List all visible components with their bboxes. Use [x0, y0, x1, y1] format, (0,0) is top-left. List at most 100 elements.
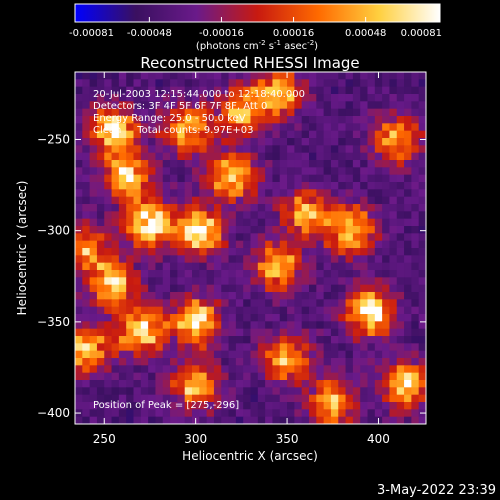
heatmap-cell — [118, 226, 127, 234]
heatmap-cell — [360, 314, 368, 322]
heatmap-cell — [404, 211, 412, 220]
heatmap-cell — [243, 336, 251, 344]
annotation-block: 20-Jul-2003 12:15:44.000 to 12:18:40.000… — [93, 89, 305, 136]
heatmap-cell — [279, 101, 288, 110]
heatmap-cell — [82, 372, 91, 381]
heatmap-cell — [155, 72, 164, 80]
heatmap-cell — [374, 358, 383, 366]
heatmap-cell — [96, 343, 105, 352]
heatmap-cell — [228, 101, 237, 110]
heatmap-cell — [411, 387, 420, 396]
heatmap-cell — [82, 94, 91, 102]
heatmap-cell — [323, 138, 332, 146]
heatmap-cell — [265, 182, 273, 190]
heatmap-cell — [155, 240, 164, 249]
heatmap-cell — [360, 196, 368, 205]
heatmap-cell — [257, 350, 266, 359]
heatmap-cell — [126, 233, 134, 242]
heatmap-cell — [374, 204, 383, 212]
heatmap-cell — [367, 248, 376, 256]
heatmap-cell — [126, 116, 134, 124]
heatmap-cell — [250, 372, 259, 381]
heatmap-cell — [206, 262, 215, 271]
heatmap-cell — [177, 145, 186, 154]
heatmap-cell — [257, 167, 266, 176]
heatmap-cell — [404, 116, 412, 124]
heatmap-cell — [360, 123, 368, 132]
heatmap-cell — [199, 372, 208, 381]
heatmap-cell — [235, 233, 244, 242]
heatmap-cell — [404, 94, 412, 102]
heatmap-cell — [323, 262, 332, 271]
heatmap-cell — [411, 94, 420, 102]
heatmap-cell — [170, 380, 178, 388]
heatmap-cell — [411, 218, 420, 227]
heatmap-cell — [389, 248, 398, 256]
heatmap-cell — [323, 233, 332, 242]
heatmap-cell — [418, 328, 426, 337]
heatmap-cell — [89, 86, 98, 95]
heatmap-cell — [148, 94, 156, 102]
heatmap-cell — [111, 255, 120, 264]
heatmap-cell — [330, 248, 339, 256]
heatmap-cell — [418, 314, 426, 322]
heatmap-cell — [118, 387, 127, 396]
heatmap-cell — [148, 372, 156, 381]
heatmap-cell — [111, 152, 120, 161]
heatmap-cell — [177, 196, 186, 205]
heatmap-cell — [89, 218, 98, 227]
heatmap-cell — [235, 314, 244, 322]
heatmap-cell — [199, 108, 208, 117]
heatmap-cell — [294, 218, 303, 227]
heatmap-cell — [279, 138, 288, 146]
heatmap-cell — [184, 101, 193, 110]
heatmap-cell — [75, 72, 83, 80]
heatmap-cell — [126, 299, 134, 308]
heatmap-cell — [272, 94, 281, 102]
heatmap-cell — [279, 152, 288, 161]
heatmap-cell — [126, 196, 134, 205]
heatmap-cell — [323, 72, 332, 80]
heatmap-cell — [104, 372, 112, 381]
heatmap-cell — [418, 277, 426, 286]
heatmap-cell — [374, 394, 383, 403]
heatmap-cell — [345, 123, 354, 132]
heatmap-cell — [257, 189, 266, 198]
heatmap-cell — [338, 292, 346, 300]
heatmap-cell — [162, 328, 171, 337]
heatmap-cell — [272, 211, 281, 220]
heatmap-cell — [257, 277, 266, 286]
heatmap-cell — [360, 138, 368, 146]
heatmap-cell — [396, 72, 405, 80]
heatmap-cell — [235, 284, 244, 293]
heatmap-cell — [323, 270, 332, 278]
heatmap-cell — [243, 306, 251, 315]
heatmap-cell — [162, 174, 171, 183]
heatmap-cell — [104, 182, 112, 190]
heatmap-cell — [89, 196, 98, 205]
heatmap-cell — [82, 248, 91, 256]
heatmap-cell — [250, 218, 259, 227]
heatmap-cell — [287, 196, 295, 205]
heatmap-cell — [382, 138, 390, 146]
heatmap-cell — [155, 387, 164, 396]
heatmap-cell — [279, 358, 288, 366]
heatmap-cell — [140, 299, 149, 308]
heatmap-cell — [382, 387, 390, 396]
heatmap-cell — [111, 123, 120, 132]
heatmap-cell — [360, 416, 368, 424]
heatmap-cell — [155, 174, 164, 183]
heatmap-cell — [111, 130, 120, 139]
heatmap-cell — [213, 358, 222, 366]
heatmap-cell — [89, 226, 98, 234]
heatmap-cell — [96, 233, 105, 242]
heatmap-cell — [338, 182, 346, 190]
heatmap-cell — [199, 255, 208, 264]
heatmap-cell — [96, 262, 105, 271]
heatmap-cell — [82, 394, 91, 403]
heatmap-cell — [360, 350, 368, 359]
heatmap-cell — [206, 152, 215, 161]
heatmap-cell — [228, 108, 237, 117]
heatmap-cell — [338, 130, 346, 139]
heatmap-cell — [404, 262, 412, 271]
